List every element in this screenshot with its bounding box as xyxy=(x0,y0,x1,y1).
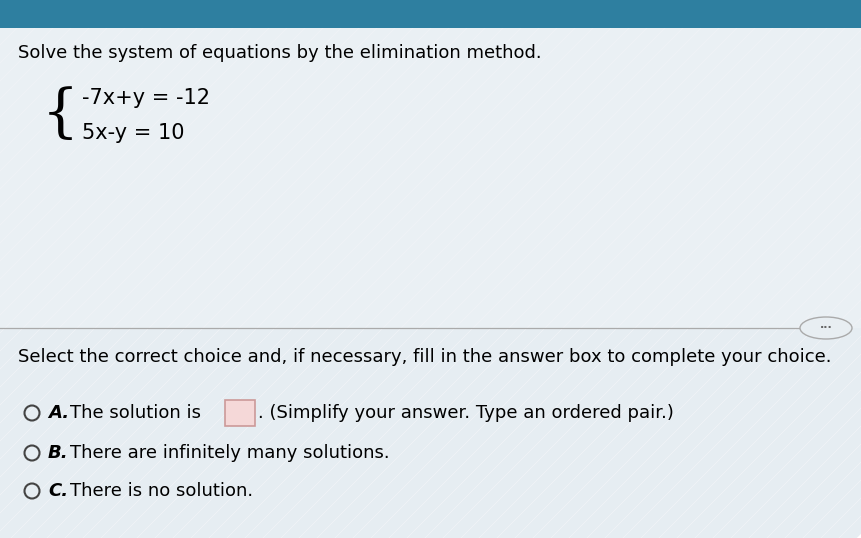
Text: There is no solution.: There is no solution. xyxy=(70,482,253,500)
Text: B.: B. xyxy=(48,444,69,462)
Text: C.: C. xyxy=(48,482,68,500)
FancyBboxPatch shape xyxy=(225,400,255,426)
Text: {: { xyxy=(41,88,78,144)
Ellipse shape xyxy=(800,317,852,339)
FancyBboxPatch shape xyxy=(0,0,861,28)
FancyBboxPatch shape xyxy=(0,0,861,328)
Text: ···: ··· xyxy=(820,323,833,333)
Text: 5x-y = 10: 5x-y = 10 xyxy=(82,123,184,143)
Text: The solution is: The solution is xyxy=(70,404,201,422)
Text: There are infinitely many solutions.: There are infinitely many solutions. xyxy=(70,444,390,462)
Text: Select the correct choice and, if necessary, fill in the answer box to complete : Select the correct choice and, if necess… xyxy=(18,348,832,366)
Text: Solve the system of equations by the elimination method.: Solve the system of equations by the eli… xyxy=(18,44,542,62)
Text: -7x+y = -12: -7x+y = -12 xyxy=(82,88,210,108)
Text: . (Simplify your answer. Type an ordered pair.): . (Simplify your answer. Type an ordered… xyxy=(258,404,674,422)
Text: A.: A. xyxy=(48,404,69,422)
